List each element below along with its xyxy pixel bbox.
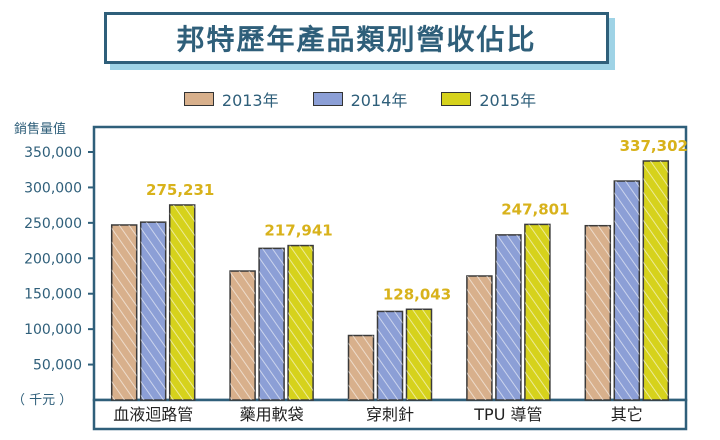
legend-item-2014: 2014年: [312, 88, 408, 110]
y-tick-label: 150,000: [24, 287, 82, 303]
category-label: TPU 導管: [473, 405, 542, 424]
legend-label-2013: 2013年: [221, 91, 279, 110]
bar-hatch: [169, 204, 195, 400]
bar-hatch: [111, 224, 137, 400]
y-tick-label: 200,000: [24, 251, 82, 267]
bar-hatch: [348, 335, 374, 400]
y-tick-label: 50,000: [33, 358, 82, 374]
bar-hatch: [259, 248, 285, 400]
bar-hatch: [466, 276, 492, 400]
legend: 2013年 2014年 2015年: [0, 88, 720, 110]
data-label: 275,231: [146, 181, 214, 199]
chart-title-box: 邦特歷年產品類別營收佔比: [104, 12, 609, 64]
legend-label-2015: 2015年: [479, 91, 537, 110]
bar-hatch: [643, 160, 669, 400]
y-tick-label: 300,000: [24, 180, 82, 196]
bar-hatch: [524, 224, 550, 400]
y-tick-label: 350,000: [24, 145, 82, 161]
category-label: 穿刺針: [366, 405, 414, 424]
legend-swatch-2013: [183, 92, 214, 106]
legend-swatch-2014: [312, 92, 343, 106]
data-label: 128,043: [383, 285, 451, 303]
bar-hatch: [288, 245, 314, 400]
y-axis-label: 銷售量值: [14, 121, 66, 137]
bar-hatch: [140, 222, 166, 400]
data-label: 217,941: [264, 222, 332, 240]
legend-label-2014: 2014年: [350, 91, 408, 110]
category-label: 藥用軟袋: [240, 405, 304, 424]
data-label: 337,302: [620, 137, 688, 155]
bar-hatch: [230, 271, 256, 400]
data-label: 247,801: [501, 200, 569, 218]
bar-hatch: [377, 311, 403, 400]
category-label: 血液迴路管: [113, 405, 193, 424]
bar-hatch: [585, 225, 611, 400]
y-tick-label: 100,000: [24, 322, 82, 338]
legend-swatch-2015: [441, 92, 472, 106]
bar-hatch: [495, 234, 521, 400]
y-tick-label: 250,000: [24, 216, 82, 232]
y-axis-unit: （ 千元 ）: [12, 393, 72, 408]
legend-item-2015: 2015年: [441, 88, 536, 110]
bar-hatch: [406, 309, 432, 400]
bar-hatch: [614, 181, 640, 400]
legend-item-2013: 2013年: [183, 88, 279, 110]
category-label: 其它: [611, 405, 643, 424]
chart-title: 邦特歷年產品類別營收佔比: [176, 23, 537, 56]
